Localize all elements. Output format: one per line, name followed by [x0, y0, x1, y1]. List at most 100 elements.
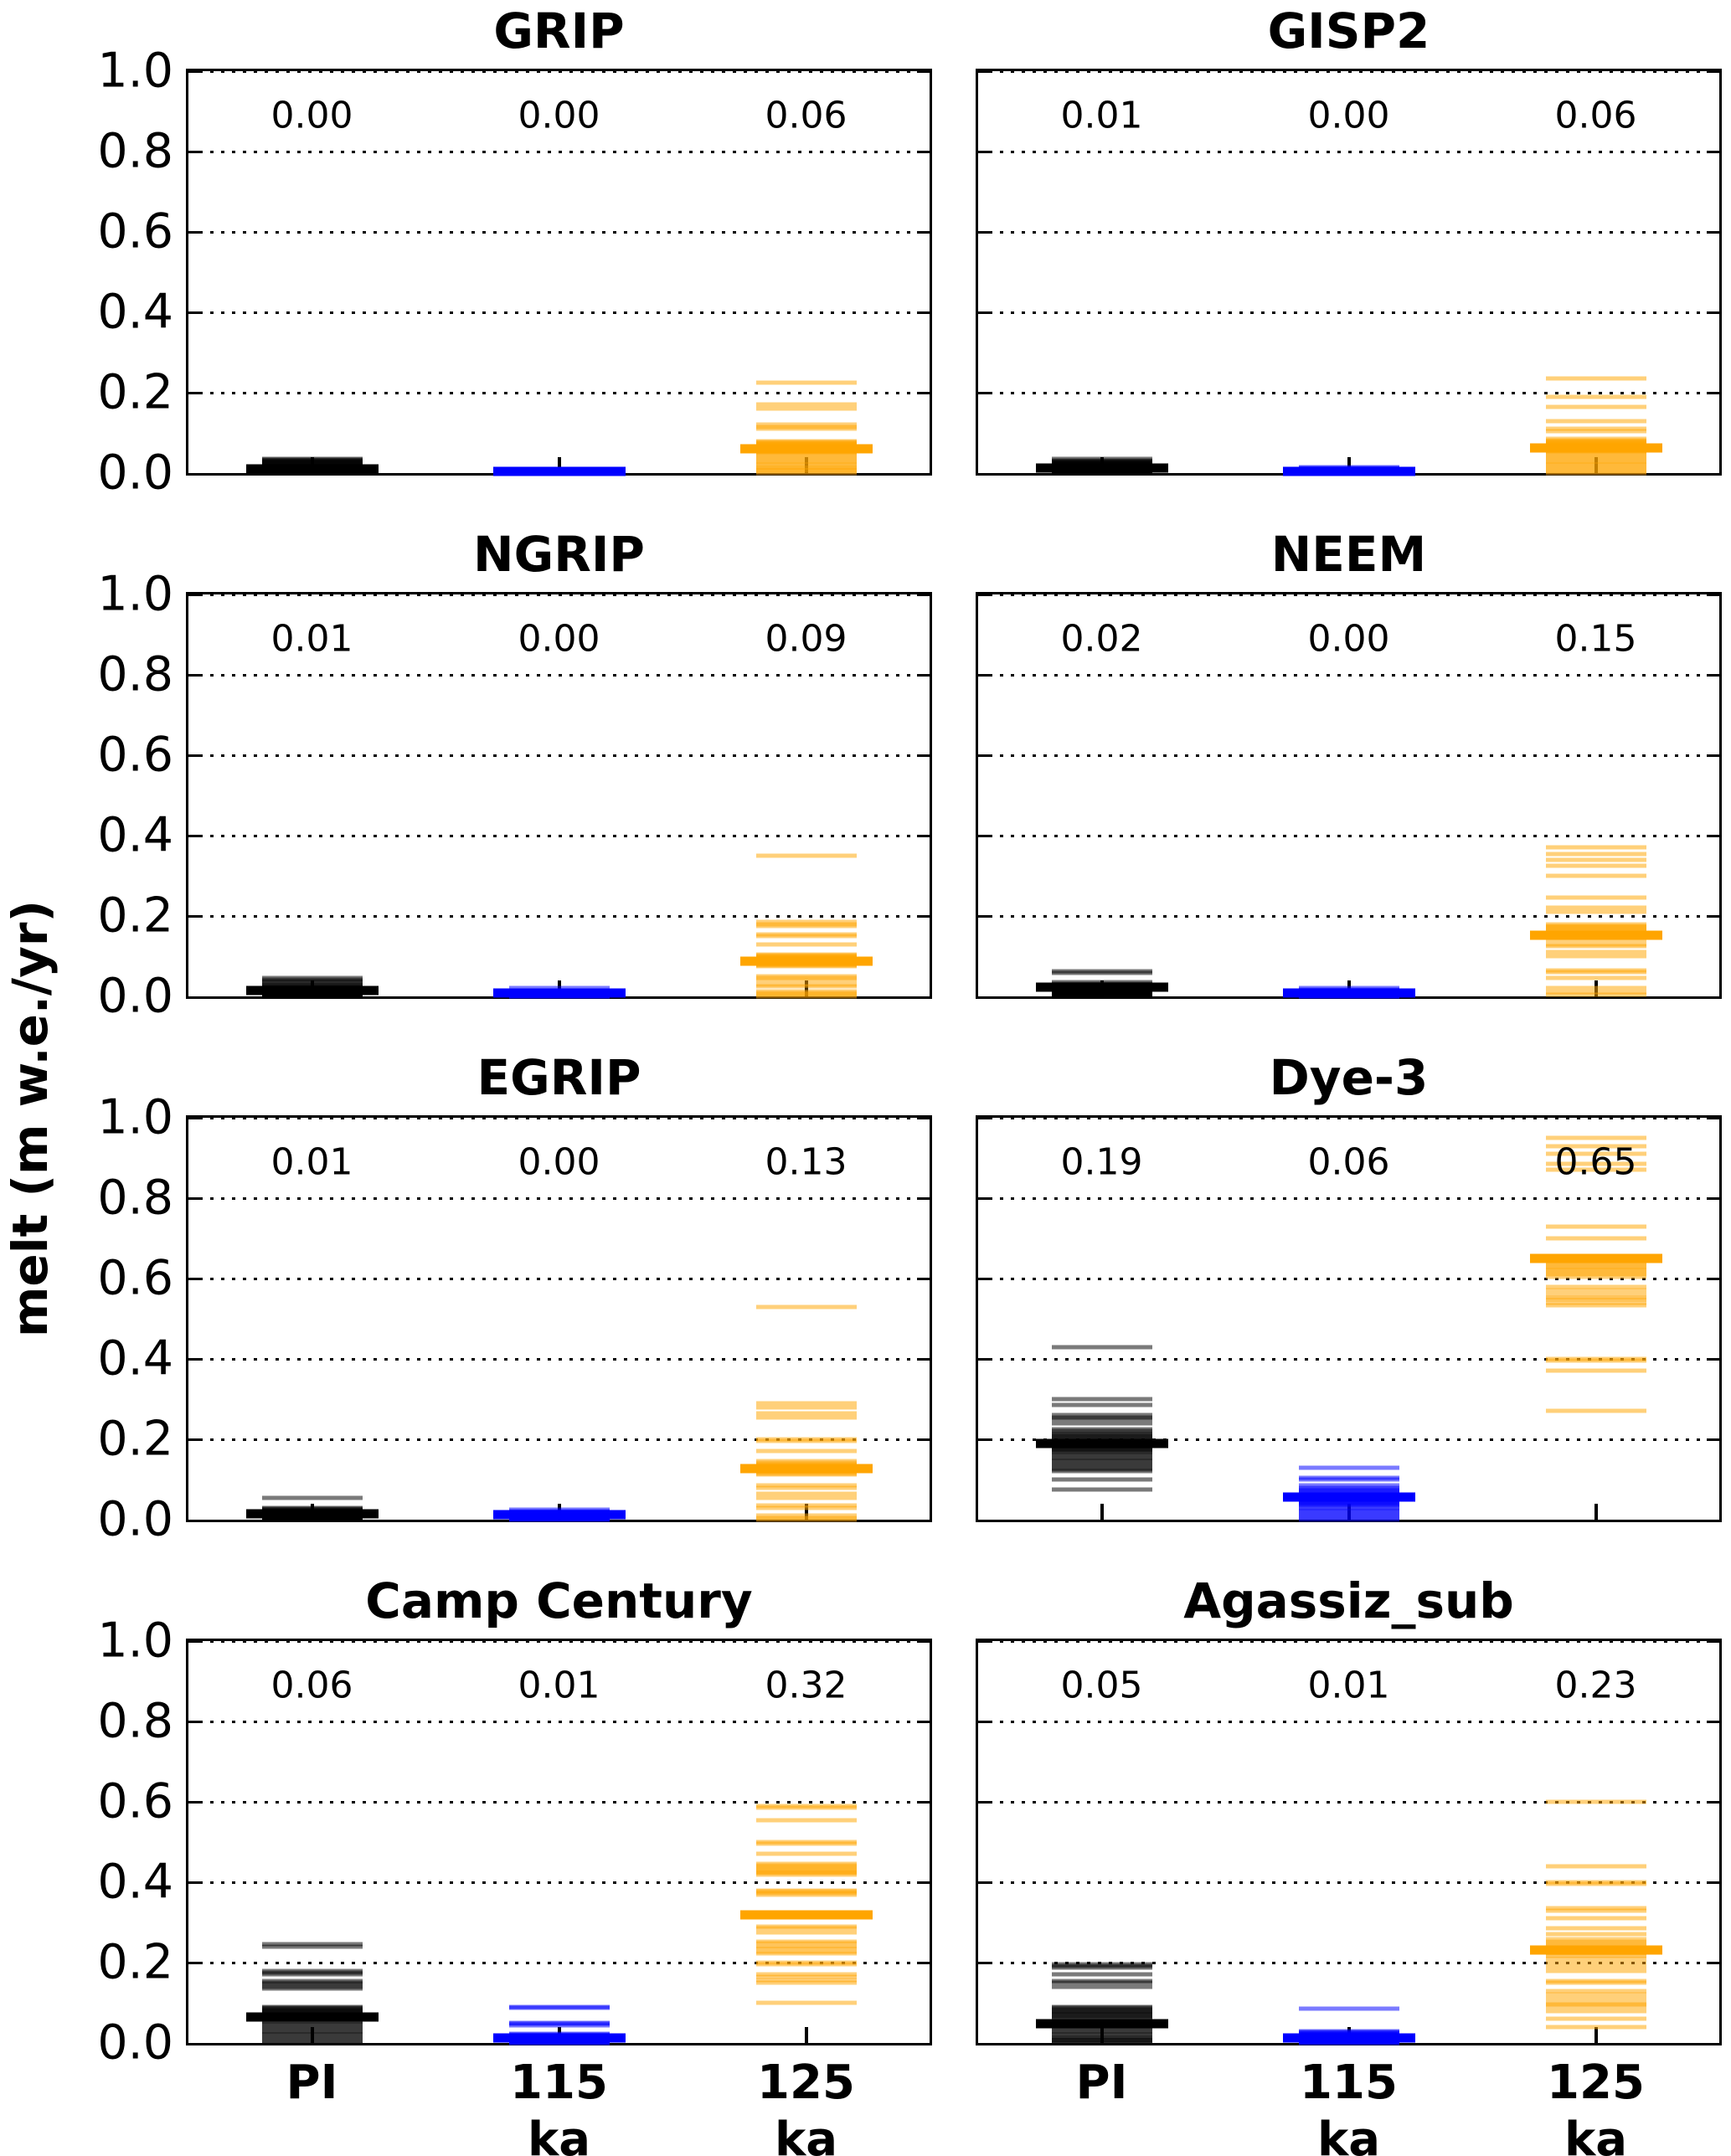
- strip-line: [1545, 1992, 1646, 1997]
- mean-annotation: 0.00: [518, 1140, 600, 1184]
- panel-title: EGRIP: [477, 1049, 641, 1106]
- strip-line: [1545, 1236, 1646, 1241]
- y-tick: [188, 673, 201, 677]
- y-tick: [978, 150, 991, 153]
- strip-line: [755, 1951, 857, 1956]
- x-tick: [1594, 2027, 1598, 2043]
- y-tick: [917, 1639, 930, 1643]
- gridline: [978, 593, 1719, 596]
- y-tick: [978, 69, 991, 73]
- strip-line: [1545, 2004, 1646, 2009]
- y-tick: [1707, 673, 1719, 677]
- y-tick: [1707, 1438, 1719, 1441]
- strip-line: [1545, 2016, 1646, 2021]
- strip-line: [1545, 1960, 1646, 1965]
- gridline: [978, 834, 1719, 837]
- strip-line: [755, 1980, 857, 1985]
- y-tick: [917, 69, 930, 73]
- gridline: [978, 673, 1719, 677]
- strip-line: [1545, 1916, 1646, 1921]
- mean-line: [492, 1510, 626, 1520]
- gridline: [978, 1720, 1719, 1723]
- y-tick-label: 1.0: [97, 1089, 173, 1145]
- mean-annotation: 0.15: [1554, 617, 1637, 661]
- gridline: [978, 391, 1719, 394]
- y-tick-label: 0.8: [97, 1170, 173, 1226]
- strip-line: [1051, 1980, 1152, 1985]
- strip-line: [755, 1491, 857, 1496]
- panel-agassiz-sub: Agassiz_sub 0.05 0.01 0.23 PI 115 ka 125 ka: [976, 1572, 1722, 2156]
- strip-line: [1545, 1161, 1646, 1166]
- strip-line: [1051, 2040, 1152, 2045]
- strip-line: [755, 853, 857, 858]
- y-tick-label: 0.6: [97, 1250, 173, 1306]
- strip-line: [755, 1485, 857, 1490]
- strip-line: [1545, 873, 1646, 878]
- gridline: [188, 754, 930, 757]
- y-tick: [1707, 834, 1719, 837]
- strip-line: [1545, 857, 1646, 862]
- y-tick: [188, 1196, 201, 1200]
- mean-line: [1035, 2019, 1168, 2029]
- y-tick: [188, 1961, 201, 1964]
- mean-line: [245, 1509, 379, 1519]
- mean-line: [1529, 443, 1662, 453]
- strip-line: [755, 406, 857, 411]
- strip-line: [1545, 1956, 1646, 1961]
- y-tick-label: 0.2: [97, 1411, 173, 1467]
- strip-line: [755, 1941, 857, 1946]
- gridline: [188, 69, 930, 73]
- strip-line: [1545, 1980, 1646, 1985]
- y-tick-label: 0.8: [97, 1693, 173, 1749]
- mean-annotation: 0.65: [1554, 1140, 1637, 1184]
- panel-title: Dye-3: [1269, 1049, 1429, 1106]
- gridline: [188, 150, 930, 153]
- y-tick-label: 0.6: [97, 727, 173, 783]
- mean-line: [245, 985, 379, 996]
- mean-line: [492, 2033, 626, 2043]
- strip-line: [1545, 1303, 1646, 1308]
- x-tick-label: 115 ka: [1300, 2056, 1398, 2156]
- strip-line: [755, 964, 857, 969]
- strip-line: [1545, 1864, 1646, 1869]
- strip-line: [261, 1495, 363, 1500]
- strip-line: [1545, 1932, 1646, 1937]
- strip-line: [1298, 1517, 1399, 1522]
- mean-line: [739, 1464, 873, 1474]
- panel-title: GRIP: [493, 3, 625, 59]
- y-tick: [188, 914, 201, 918]
- y-tick: [188, 230, 201, 234]
- mean-line: [1282, 2033, 1415, 2043]
- strip-line: [1298, 2040, 1399, 2045]
- mean-line: [1529, 1945, 1662, 1955]
- strip-line: [1545, 1224, 1646, 1229]
- strip-line: [1545, 909, 1646, 914]
- strip-line: [1545, 985, 1646, 991]
- mean-annotation: 0.05: [1060, 1664, 1143, 1707]
- gridline: [978, 1277, 1719, 1280]
- x-tick-label: 125 ka: [757, 2056, 855, 2156]
- strip-line: [1545, 895, 1646, 900]
- mean-line: [245, 464, 379, 474]
- mean-annotation: 0.01: [1060, 94, 1143, 137]
- gridline: [188, 1881, 930, 1884]
- gridline: [188, 1438, 930, 1441]
- strip-line: [1051, 1402, 1152, 1407]
- y-tick: [188, 69, 201, 73]
- strip-line: [1545, 1408, 1646, 1413]
- y-tick: [978, 311, 991, 314]
- y-tick: [1707, 230, 1719, 234]
- mean-annotation: 0.09: [765, 617, 847, 661]
- strip-line: [1545, 1989, 1646, 1994]
- strip-line: [1545, 1358, 1646, 1363]
- y-tick: [978, 1639, 991, 1643]
- strip-line: [1545, 954, 1646, 959]
- y-tick: [978, 834, 991, 837]
- y-tick: [1707, 1961, 1719, 1964]
- y-tick: [978, 1277, 991, 1280]
- strip-line: [1545, 1167, 1646, 1172]
- mean-line: [1035, 463, 1168, 473]
- gridline: [978, 754, 1719, 757]
- strip-line: [1545, 471, 1646, 476]
- strip-line: [1545, 2025, 1646, 2030]
